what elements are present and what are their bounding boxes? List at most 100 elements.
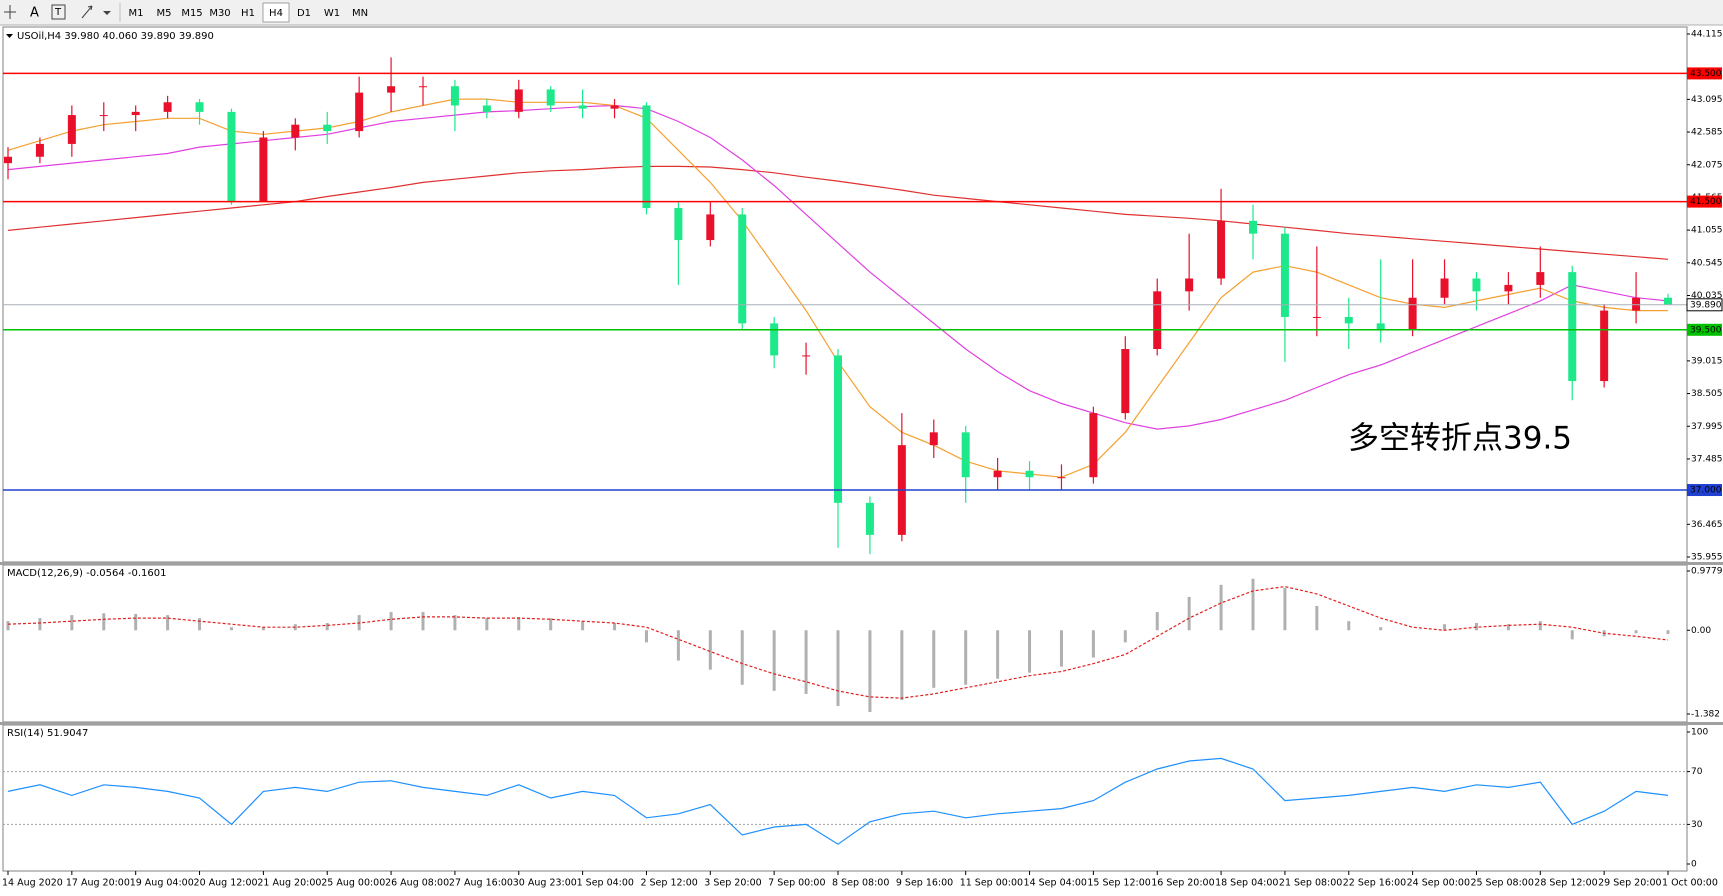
x-tick-label: 2 Sep 12:00 [640, 878, 697, 889]
macd-bar [134, 613, 138, 631]
macd-bar [1379, 627, 1383, 631]
x-tick-label: 26 Aug 08:00 [385, 878, 449, 889]
candle-body [227, 111, 236, 202]
timeframe-label[interactable]: H1 [241, 8, 255, 19]
crosshair-tool[interactable] [4, 5, 16, 19]
annotation: 多空转折点39.5 [1348, 421, 1572, 457]
candle-body [1185, 278, 1194, 292]
candle-body [323, 124, 332, 132]
macd-bar [485, 618, 489, 631]
y-tick-label: 0 [1691, 860, 1697, 870]
macd-bar [772, 630, 776, 691]
y-tick-label: 38.505 [1691, 389, 1723, 399]
macd-bar [198, 618, 202, 631]
x-tick-label: 21 Aug 20:00 [257, 878, 321, 889]
timeframe-label[interactable]: M30 [209, 8, 230, 19]
rsi-title: RSI(14) 51.9047 [7, 728, 88, 739]
symbol-menu[interactable] [6, 34, 13, 38]
macd-bar [1251, 578, 1255, 631]
candle-body [961, 432, 970, 478]
toolbar-bg [0, 0, 1723, 25]
candle-body [1217, 220, 1226, 279]
candle-body [131, 111, 140, 116]
macd-bar [1666, 630, 1670, 634]
y-tick-label: 44.115 [1691, 30, 1723, 40]
macd-bar [70, 615, 74, 631]
x-tick-label: 1 Oct 00:00 [1662, 878, 1718, 889]
y-tick-label: 43.095 [1691, 95, 1723, 105]
x-tick-label: 17 Aug 20:00 [66, 878, 130, 889]
macd-bar [740, 630, 744, 685]
candle-body [578, 105, 587, 109]
macd-bar [581, 621, 585, 631]
candle-body [195, 102, 204, 112]
macd-bar [1347, 621, 1351, 631]
macd-bar [1155, 612, 1159, 631]
candle-body [514, 89, 523, 112]
macd-bar [1219, 584, 1223, 631]
macd-bar [1443, 624, 1447, 631]
x-tick-label: 16 Sep 20:00 [1151, 878, 1214, 889]
macd-bar [1634, 630, 1638, 634]
macd-bar [1123, 630, 1127, 643]
macd-bar [102, 613, 106, 631]
candle-body [259, 137, 268, 202]
y-tick-label: 30 [1691, 820, 1703, 830]
x-tick-label: 22 Sep 16:00 [1343, 878, 1406, 889]
macd-bar [1538, 621, 1542, 631]
macd-bar [1315, 606, 1319, 631]
candle-body [1153, 291, 1162, 350]
x-tick-label: 27 Aug 16:00 [449, 878, 513, 889]
candle-body [419, 86, 427, 88]
candle-body [929, 432, 938, 446]
x-tick-label: 1 Sep 04:00 [577, 878, 634, 889]
level-label: 43.500 [1690, 69, 1722, 79]
x-tick-label: 30 Aug 23:00 [513, 878, 577, 889]
candle-body [1025, 470, 1034, 478]
x-tick-label: 25 Sep 08:00 [1470, 878, 1533, 889]
timeframe-label[interactable]: M15 [181, 8, 202, 19]
macd-bar [676, 630, 680, 661]
candle-body [738, 214, 747, 324]
candle-body [1568, 272, 1577, 382]
timeframe-label[interactable]: M1 [129, 8, 144, 19]
candle-body [802, 355, 811, 357]
candle-body [1408, 297, 1417, 330]
macd-bar [229, 627, 233, 631]
timeframe-label[interactable]: W1 [324, 8, 340, 19]
macd-bar [804, 630, 808, 694]
y-tick-label: 36.465 [1691, 520, 1723, 530]
candle-body [4, 156, 12, 164]
level-label: 39.500 [1690, 325, 1722, 335]
candle-body [1376, 323, 1385, 330]
macd-bar [836, 630, 840, 707]
candle-body [1504, 284, 1513, 292]
moving-average [7, 104, 1669, 430]
timeframe-label[interactable]: H4 [269, 8, 283, 19]
candle-body [706, 214, 715, 241]
arrows-tool[interactable] [81, 5, 111, 19]
timeframe-button[interactable] [262, 2, 290, 23]
price-tag [1686, 298, 1723, 312]
candle-body [387, 86, 396, 93]
candle-body [1472, 278, 1481, 292]
y-tick-label: 37.995 [1691, 422, 1723, 432]
timeframe-label[interactable]: M5 [157, 8, 172, 19]
label-tool[interactable]: T [51, 4, 66, 20]
macd-bar [708, 630, 712, 670]
timeframe-label[interactable]: D1 [297, 8, 311, 19]
toolbar: A T M1 M5 M15 M30 H1 H4 D1 W1 MN [0, 0, 1723, 26]
candle-body [163, 102, 172, 112]
macd-bar [325, 622, 329, 631]
text-tool[interactable]: A [30, 6, 39, 21]
macd-bar [1028, 630, 1032, 673]
timeframe-label[interactable]: MN [352, 8, 368, 19]
x-tick-label: 15 Sep 12:00 [1087, 878, 1150, 889]
candle-body [482, 105, 491, 112]
level-tag [1687, 484, 1722, 497]
candle-body [1632, 297, 1641, 311]
macd-bar [1506, 624, 1510, 631]
macd-bar [421, 612, 425, 631]
y-tick-label: 40.545 [1691, 258, 1723, 268]
